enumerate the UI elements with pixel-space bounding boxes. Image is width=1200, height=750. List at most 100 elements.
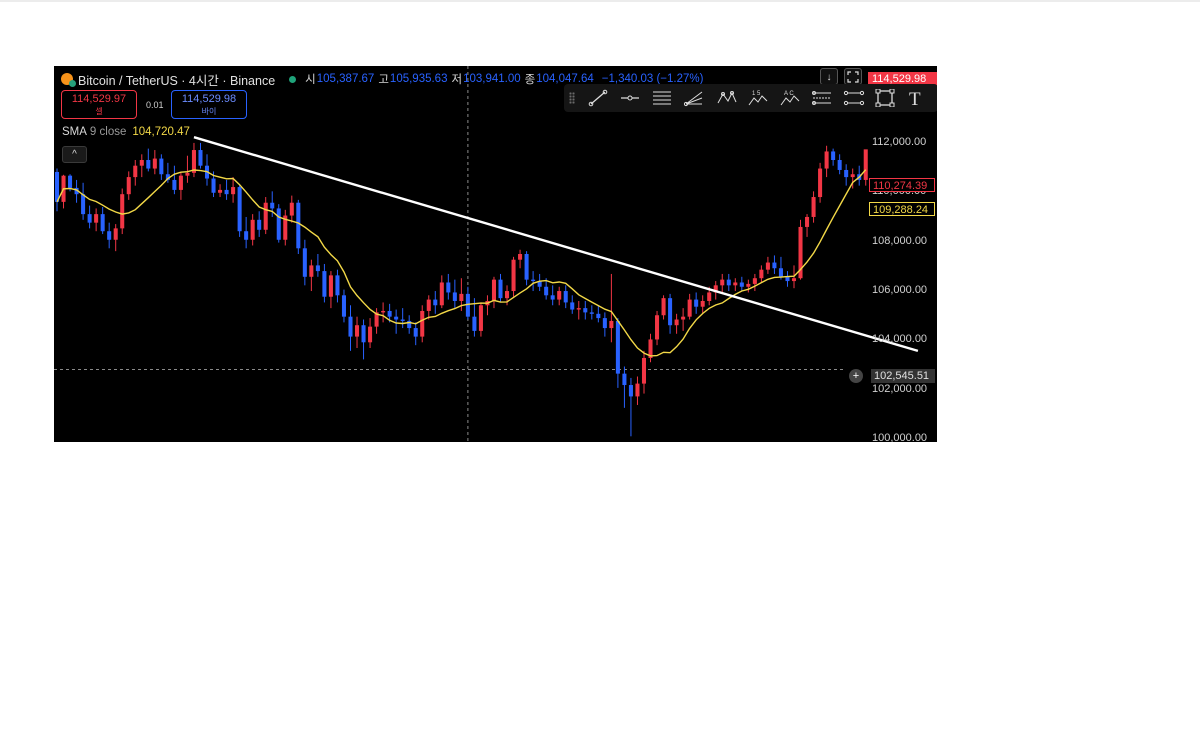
candle-body [302, 248, 307, 277]
candle-body [374, 312, 379, 327]
rectangle-icon[interactable] [875, 89, 895, 107]
trend-line [193, 136, 919, 352]
fullscreen-button[interactable] [844, 68, 862, 85]
candle-body [68, 175, 73, 188]
candle-body [641, 357, 647, 384]
price-axis-label: 112,000.00 [872, 136, 927, 148]
buy-button[interactable]: 114,529.98 바이 [171, 90, 247, 119]
candle-body [231, 187, 236, 195]
candle-body [244, 231, 249, 240]
candle-body [602, 318, 607, 329]
candle-body [74, 187, 79, 195]
svg-text:1 5: 1 5 [752, 91, 761, 97]
candle-body [146, 160, 151, 169]
elliott-wave-icon[interactable]: 1 5 [747, 89, 769, 107]
svg-text:T: T [909, 89, 921, 107]
sma-price-badge: 109,288.24 [869, 202, 935, 216]
chart-panel[interactable]: Bitcoin / TetherUS · 4시간 · Binance 시 105… [54, 66, 937, 442]
candle-body [309, 265, 314, 277]
candle-body [733, 282, 738, 286]
candle-body [557, 291, 562, 300]
long-position-icon[interactable] [811, 89, 833, 107]
candle-body [674, 319, 679, 326]
candle-body [531, 279, 536, 282]
candle-body [87, 214, 92, 223]
candle-body [544, 286, 549, 296]
candle-body [681, 316, 686, 320]
xabcd-pattern-icon[interactable] [716, 89, 738, 107]
candle-body [433, 299, 438, 306]
trend-line-icon[interactable] [588, 89, 608, 107]
candle-body [257, 219, 262, 230]
buy-label: 바이 [201, 107, 217, 116]
candle-body [739, 282, 744, 287]
candle-body [159, 158, 164, 175]
candle-body [518, 254, 523, 260]
candle-body [341, 295, 346, 317]
price-axis-label: 104,000.00 [872, 333, 928, 345]
price-plot[interactable] [54, 66, 937, 442]
sma-legend[interactable]: SMA 9 close 104,720.47 [62, 126, 190, 138]
candle-body [694, 299, 699, 307]
candle-body [335, 275, 340, 296]
candle-body [837, 160, 842, 170]
candle-body [772, 262, 777, 269]
candle-body [94, 214, 99, 223]
candle-body [139, 160, 144, 166]
candle-body [426, 299, 431, 311]
candle-body [107, 231, 112, 240]
candle-body [752, 278, 757, 284]
candle-body [589, 312, 594, 314]
sell-price: 114,529.97 [71, 93, 127, 105]
candle-body [615, 320, 620, 374]
candle-body [446, 282, 451, 293]
candle-body [478, 305, 483, 331]
page-top-border [0, 0, 1200, 2]
candle-body [348, 316, 353, 337]
candle-body [126, 177, 131, 195]
abcd-pattern-icon[interactable]: A C [779, 89, 801, 107]
pitchfork-icon[interactable] [684, 89, 704, 107]
text-icon[interactable]: T [906, 89, 926, 107]
sma-value: 104,720.47 [132, 126, 190, 138]
open-label: 시 [305, 74, 316, 86]
parallel-channel-icon[interactable] [652, 89, 672, 107]
add-alert-plus-icon[interactable]: + [849, 369, 863, 383]
candle-body [687, 299, 692, 317]
horizontal-ray-icon[interactable] [620, 89, 640, 107]
candle-body [511, 259, 516, 292]
candle-body [263, 202, 268, 230]
anchored-text-icon[interactable]: T [936, 89, 937, 107]
drag-handle-icon[interactable] [569, 92, 575, 104]
sma-line [56, 169, 867, 357]
candle-body [524, 254, 529, 280]
candle-body [100, 214, 105, 232]
candle-body [270, 202, 275, 209]
candle-body [537, 281, 542, 287]
download-button[interactable]: ↓ [820, 68, 838, 85]
candle-body [498, 279, 503, 299]
candle-body [198, 150, 203, 166]
symbol-title[interactable]: Bitcoin / TetherUS · 4시간 · Binance [78, 73, 276, 88]
date-price-range-icon[interactable] [843, 89, 865, 107]
bitcoin-tether-icon [61, 73, 76, 87]
candle-body [635, 383, 640, 397]
candle-body [720, 279, 725, 286]
candle-body [726, 279, 731, 286]
candle-body [54, 171, 60, 202]
candle-body [707, 292, 712, 301]
last-price-badge: 110,274.39 [869, 178, 935, 192]
candle-body [224, 189, 229, 195]
spread-value: 0.01 [146, 100, 164, 110]
candle-body [439, 282, 444, 306]
candle-body [713, 285, 718, 293]
candle-body [420, 310, 425, 337]
sell-button[interactable]: 114,529.97 셀 [61, 90, 137, 119]
low-value: 103,941.00 [463, 73, 521, 85]
buy-price: 114,529.98 [181, 93, 237, 105]
candle-body [746, 283, 751, 287]
symbol-header: Bitcoin / TetherUS · 4시간 · Binance 시 105… [61, 70, 703, 88]
collapse-legend-button[interactable]: ^ [62, 146, 87, 163]
candle-body [805, 216, 810, 227]
candle-body [863, 149, 868, 180]
